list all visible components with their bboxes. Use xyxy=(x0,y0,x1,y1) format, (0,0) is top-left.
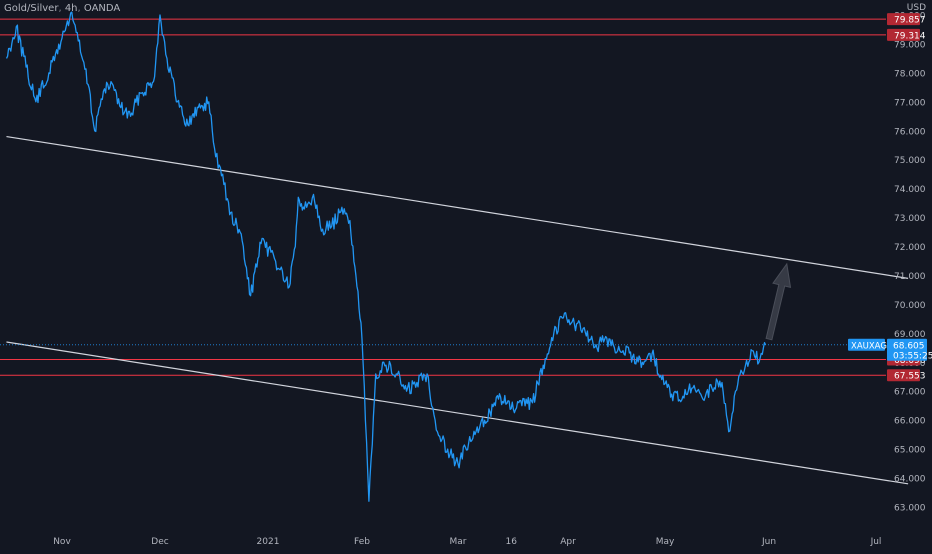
x-tick-label: May xyxy=(656,537,675,547)
y-tick-label: 77.000 xyxy=(894,98,926,108)
y-tick-label: 75.000 xyxy=(894,156,926,166)
level-price-label-bg xyxy=(887,28,920,41)
currency-label: USD xyxy=(906,3,926,13)
trend-lines xyxy=(6,135,909,485)
y-tick-label: 66.000 xyxy=(894,417,926,427)
y-tick-label: 78.000 xyxy=(894,69,926,79)
x-tick-label: Nov xyxy=(53,537,71,547)
symbol-tag-bg xyxy=(848,338,885,351)
level-price-label: 67.553 xyxy=(894,372,926,382)
level-price-label-bg xyxy=(887,369,920,382)
level-price-label-bg xyxy=(887,13,920,26)
x-tick-label: 2021 xyxy=(257,537,280,547)
y-tick-label: 73.000 xyxy=(894,214,926,224)
level-price-label: 79.314 xyxy=(894,31,926,41)
symbol-tag-label: XAUXAG xyxy=(851,341,887,351)
y-tick-label: 72.000 xyxy=(894,243,926,253)
projection-arrow xyxy=(765,262,792,341)
y-tick-label: 74.000 xyxy=(894,185,926,195)
x-tick-label: Feb xyxy=(354,537,370,547)
horizontal-levels xyxy=(0,18,886,376)
y-tick-label: 76.000 xyxy=(894,127,926,137)
y-tick-label: 69.000 xyxy=(894,330,926,340)
x-tick-label: Jul xyxy=(870,537,882,547)
trend-line xyxy=(6,135,909,279)
symbol-description: Gold/Silver xyxy=(4,3,59,14)
x-tick-label: Jun xyxy=(761,537,776,547)
y-tick-label: 65.000 xyxy=(894,446,926,456)
last-price-label: 68.605 xyxy=(893,341,925,351)
x-tick-label: Mar xyxy=(450,537,467,547)
y-tick-label: 67.000 xyxy=(894,388,926,398)
time-axis: Nov Dec 2021 Feb Mar 16 Apr May Jun Jul xyxy=(53,537,881,547)
y-tick-label: 63.000 xyxy=(894,503,926,513)
exchange-label: OANDA xyxy=(83,3,121,14)
level-price-label: 79.857 xyxy=(894,16,926,26)
countdown-label: 03:55:25 xyxy=(893,351,932,361)
price-line xyxy=(5,11,767,502)
x-tick-label: Apr xyxy=(560,537,576,547)
trend-line xyxy=(6,341,909,485)
last-price-tag-bg xyxy=(887,338,927,361)
arrow-shape xyxy=(765,262,792,341)
x-tick-label: Dec xyxy=(151,537,168,547)
interval-label: 4h xyxy=(64,3,78,14)
y-tick-label: 79.000 xyxy=(894,40,926,50)
chart-title: Gold/Silver, 4h, OANDA xyxy=(4,3,121,14)
y-tick-label: 71.000 xyxy=(894,272,926,282)
y-tick-label: 70.000 xyxy=(894,301,926,311)
level-price-label: 68.096 xyxy=(894,356,926,366)
x-tick-label: 16 xyxy=(505,537,517,547)
price-series xyxy=(0,11,886,502)
y-tick-label: 64.000 xyxy=(894,475,926,485)
